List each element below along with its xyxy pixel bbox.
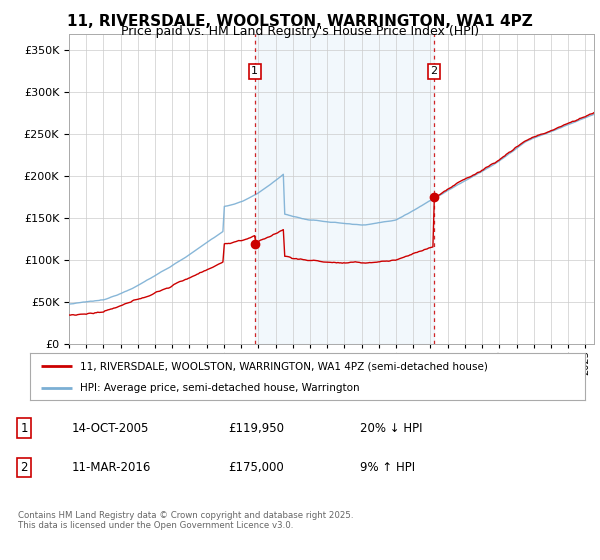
Text: 11, RIVERSDALE, WOOLSTON, WARRINGTON, WA1 4PZ (semi-detached house): 11, RIVERSDALE, WOOLSTON, WARRINGTON, WA… — [80, 361, 488, 371]
Text: Contains HM Land Registry data © Crown copyright and database right 2025.
This d: Contains HM Land Registry data © Crown c… — [18, 511, 353, 530]
Text: Price paid vs. HM Land Registry's House Price Index (HPI): Price paid vs. HM Land Registry's House … — [121, 25, 479, 38]
Text: 1: 1 — [20, 422, 28, 435]
Text: 1: 1 — [251, 67, 258, 76]
Text: 11-MAR-2016: 11-MAR-2016 — [72, 461, 151, 474]
Text: 9% ↑ HPI: 9% ↑ HPI — [360, 461, 415, 474]
Text: 14-OCT-2005: 14-OCT-2005 — [72, 422, 149, 435]
Bar — [255, 34, 434, 344]
Text: £175,000: £175,000 — [228, 461, 284, 474]
Text: 20% ↓ HPI: 20% ↓ HPI — [360, 422, 422, 435]
Text: HPI: Average price, semi-detached house, Warrington: HPI: Average price, semi-detached house,… — [80, 382, 359, 393]
Text: 2: 2 — [430, 67, 437, 76]
Text: £119,950: £119,950 — [228, 422, 284, 435]
Text: 2: 2 — [20, 461, 28, 474]
Text: 11, RIVERSDALE, WOOLSTON, WARRINGTON, WA1 4PZ: 11, RIVERSDALE, WOOLSTON, WARRINGTON, WA… — [67, 14, 533, 29]
